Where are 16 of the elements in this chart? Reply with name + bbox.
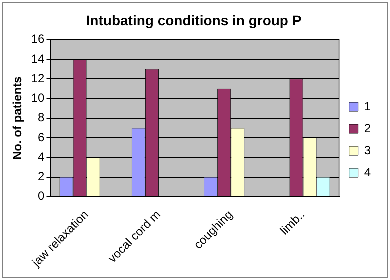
chart-title: Intubating conditions in group P	[86, 12, 302, 28]
y-tick-label: 0	[38, 189, 46, 204]
y-tick-label: 2	[38, 170, 46, 184]
y-tick-label: 12	[31, 71, 46, 86]
y-tick-label: 4	[38, 150, 46, 164]
legend-label: 3	[364, 143, 372, 158]
y-tick-label: 14	[31, 52, 46, 66]
y-tick-label: 16	[31, 32, 46, 46]
y-axis-title: No. of patients	[10, 76, 25, 160]
x-tick-label: limb..	[278, 208, 308, 238]
legend-label: 1	[364, 99, 372, 114]
legend-label: 2	[364, 121, 372, 136]
y-tick-label: 6	[38, 130, 46, 144]
legend-label: 4	[364, 165, 372, 180]
y-tick-label: 8	[38, 110, 46, 125]
y-tick-label: 10	[31, 91, 46, 106]
